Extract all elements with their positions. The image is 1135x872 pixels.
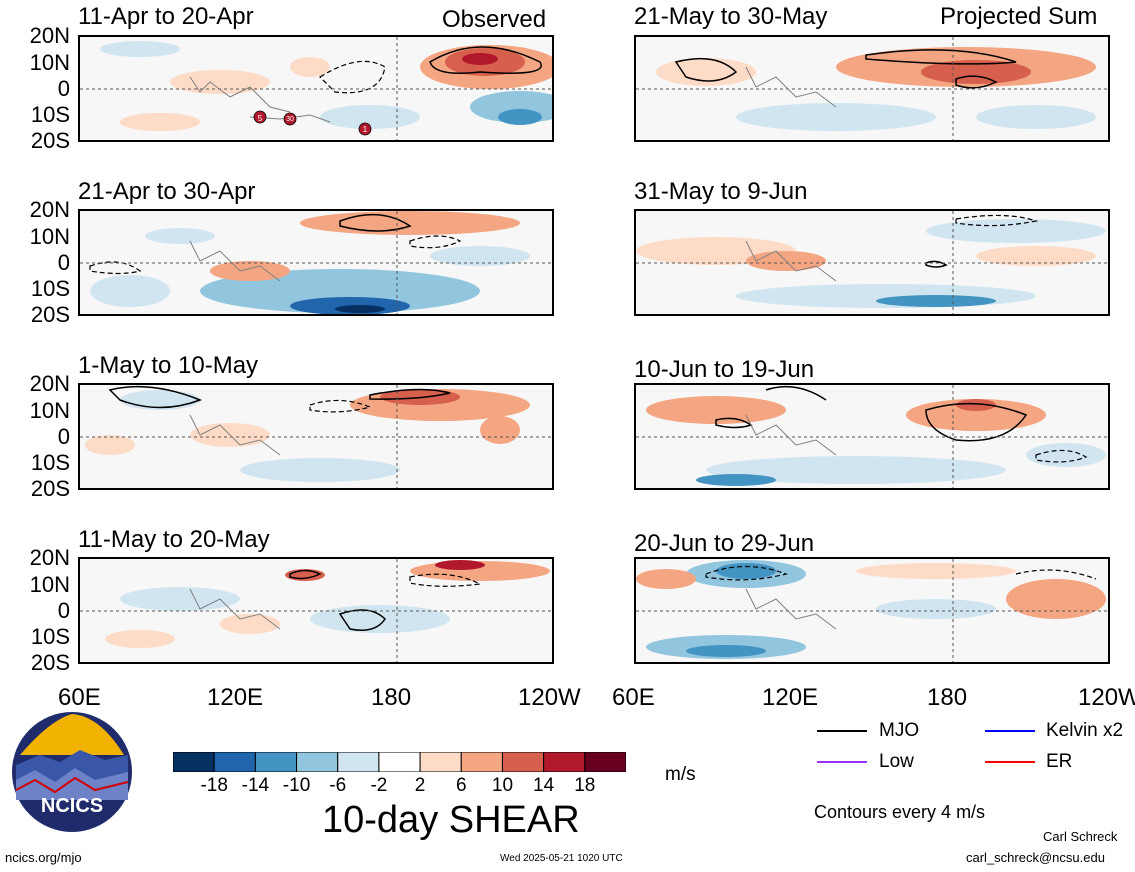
legend-mjo-swatch [817, 730, 867, 732]
colorbar-swatch [254, 751, 298, 773]
lon-label-180: 180 [371, 684, 412, 711]
lat-label-10n: 10N [29, 572, 70, 597]
storm-marker-5: 5 [258, 114, 263, 123]
lat-label-10n: 10N [29, 50, 70, 75]
colorbar-swatch [584, 751, 627, 773]
lat-label-20s: 20S [30, 302, 70, 327]
lat-label-20s: 20S [30, 650, 70, 675]
lat-label-0: 0 [57, 424, 70, 449]
colorbar-tick-label: 10 [491, 775, 514, 796]
legend-er-swatch [985, 761, 1035, 763]
lat-label-10n: 10N [29, 224, 70, 249]
colorbar-tick-label: 14 [533, 775, 555, 796]
legend-kelvin-swatch [985, 730, 1035, 732]
lat-label-10s: 10S [30, 450, 70, 475]
panel-5-tag: Projected Sum [940, 3, 1098, 30]
colorbar-tick-label: 2 [414, 775, 426, 796]
map-panel-8 [634, 557, 1110, 664]
lon-label-120e: 120E [762, 684, 819, 711]
map-panel-2 [78, 209, 554, 316]
legend-kelvin-label: Kelvin x2 [1046, 720, 1124, 741]
legend-mjo-label: MJO [879, 720, 920, 741]
map-panel-7 [634, 383, 1110, 490]
logo-text: NCICS [41, 795, 103, 817]
lon-label-120w: 120W [1078, 684, 1135, 711]
lat-label-20n: 20N [29, 371, 70, 396]
lat-label-20s: 20S [30, 476, 70, 501]
map-panel-4 [78, 557, 554, 664]
colorbar-swatch [172, 751, 215, 773]
lon-label-60e: 60E [58, 684, 101, 711]
panel-8-title: 20-Jun to 29-Jun [634, 530, 815, 557]
colorbar-swatch [501, 751, 545, 773]
panel-2-title: 21-Apr to 30-Apr [78, 178, 256, 205]
lat-label-10n: 10N [29, 398, 70, 423]
footer-url[interactable]: ncics.org/mjo [5, 850, 82, 865]
panel-3-title: 1-May to 10-May [78, 352, 259, 379]
map-panel-1: 5 30 1 [78, 35, 554, 142]
legend-low-label: Low [879, 751, 914, 772]
storm-marker-1: 1 [363, 125, 368, 134]
lat-label-10s: 10S [30, 624, 70, 649]
colorbar-swatch [543, 751, 586, 773]
ncics-logo: NCICS [10, 710, 134, 834]
lon-label-120e: 120E [207, 684, 264, 711]
lat-label-10s: 10S [30, 102, 70, 127]
colorbar-swatch [296, 751, 339, 773]
lat-label-0: 0 [57, 76, 70, 101]
map-panel-5 [634, 35, 1110, 142]
chart-title: 10-day SHEAR [322, 799, 580, 841]
lat-label-0: 0 [57, 250, 70, 275]
contour-note: Contours every 4 m/s [814, 802, 986, 822]
panel-1-title: 11-Apr to 20-Apr [78, 3, 254, 30]
footer-author: Carl Schreck [1043, 829, 1118, 844]
colorbar-tick-label: -14 [241, 775, 270, 796]
panel-4-title: 11-May to 20-May [78, 526, 270, 553]
colorbar [172, 751, 627, 773]
lat-label-10s: 10S [30, 276, 70, 301]
legend-low-swatch [817, 761, 867, 763]
colorbar-units: m/s [665, 764, 696, 785]
lat-label-20s: 20S [30, 128, 70, 153]
lon-label-180: 180 [927, 684, 968, 711]
colorbar-swatch [378, 751, 421, 773]
colorbar-tick-label: 6 [455, 775, 467, 796]
colorbar-tick-label: -2 [370, 775, 388, 796]
colorbar-swatch [419, 751, 462, 773]
legend-er-label: ER [1046, 751, 1073, 772]
lon-label-60e: 60E [612, 684, 655, 711]
lat-label-20n: 20N [29, 545, 70, 570]
lat-label-20n: 20N [29, 197, 70, 222]
panel-5-title: 21-May to 30-May [634, 3, 828, 30]
colorbar-swatch [337, 751, 380, 773]
lon-label-120w: 120W [518, 684, 581, 711]
footer-email[interactable]: carl_schreck@ncsu.edu [966, 850, 1105, 865]
map-panel-3 [78, 383, 554, 490]
colorbar-tick-label: -6 [329, 775, 347, 796]
colorbar-swatch [460, 751, 503, 773]
colorbar-swatch [213, 751, 256, 773]
storm-marker-30: 30 [286, 116, 294, 123]
panel-7-title: 10-Jun to 19-Jun [634, 356, 815, 383]
lat-label-0: 0 [57, 598, 70, 623]
colorbar-tick-label: -10 [282, 775, 311, 796]
colorbar-tick-label: 18 [574, 775, 596, 796]
legend: MJO Kelvin x2 Low ER [813, 718, 1133, 788]
panel-1-tag: Observed [442, 6, 547, 33]
footer-timestamp: Wed 2025-05-21 1020 UTC [500, 853, 623, 864]
panel-6-title: 31-May to 9-Jun [634, 178, 808, 205]
map-panel-6 [634, 209, 1110, 316]
lat-label-20n: 20N [29, 23, 70, 48]
colorbar-tick-label: -18 [200, 775, 228, 796]
